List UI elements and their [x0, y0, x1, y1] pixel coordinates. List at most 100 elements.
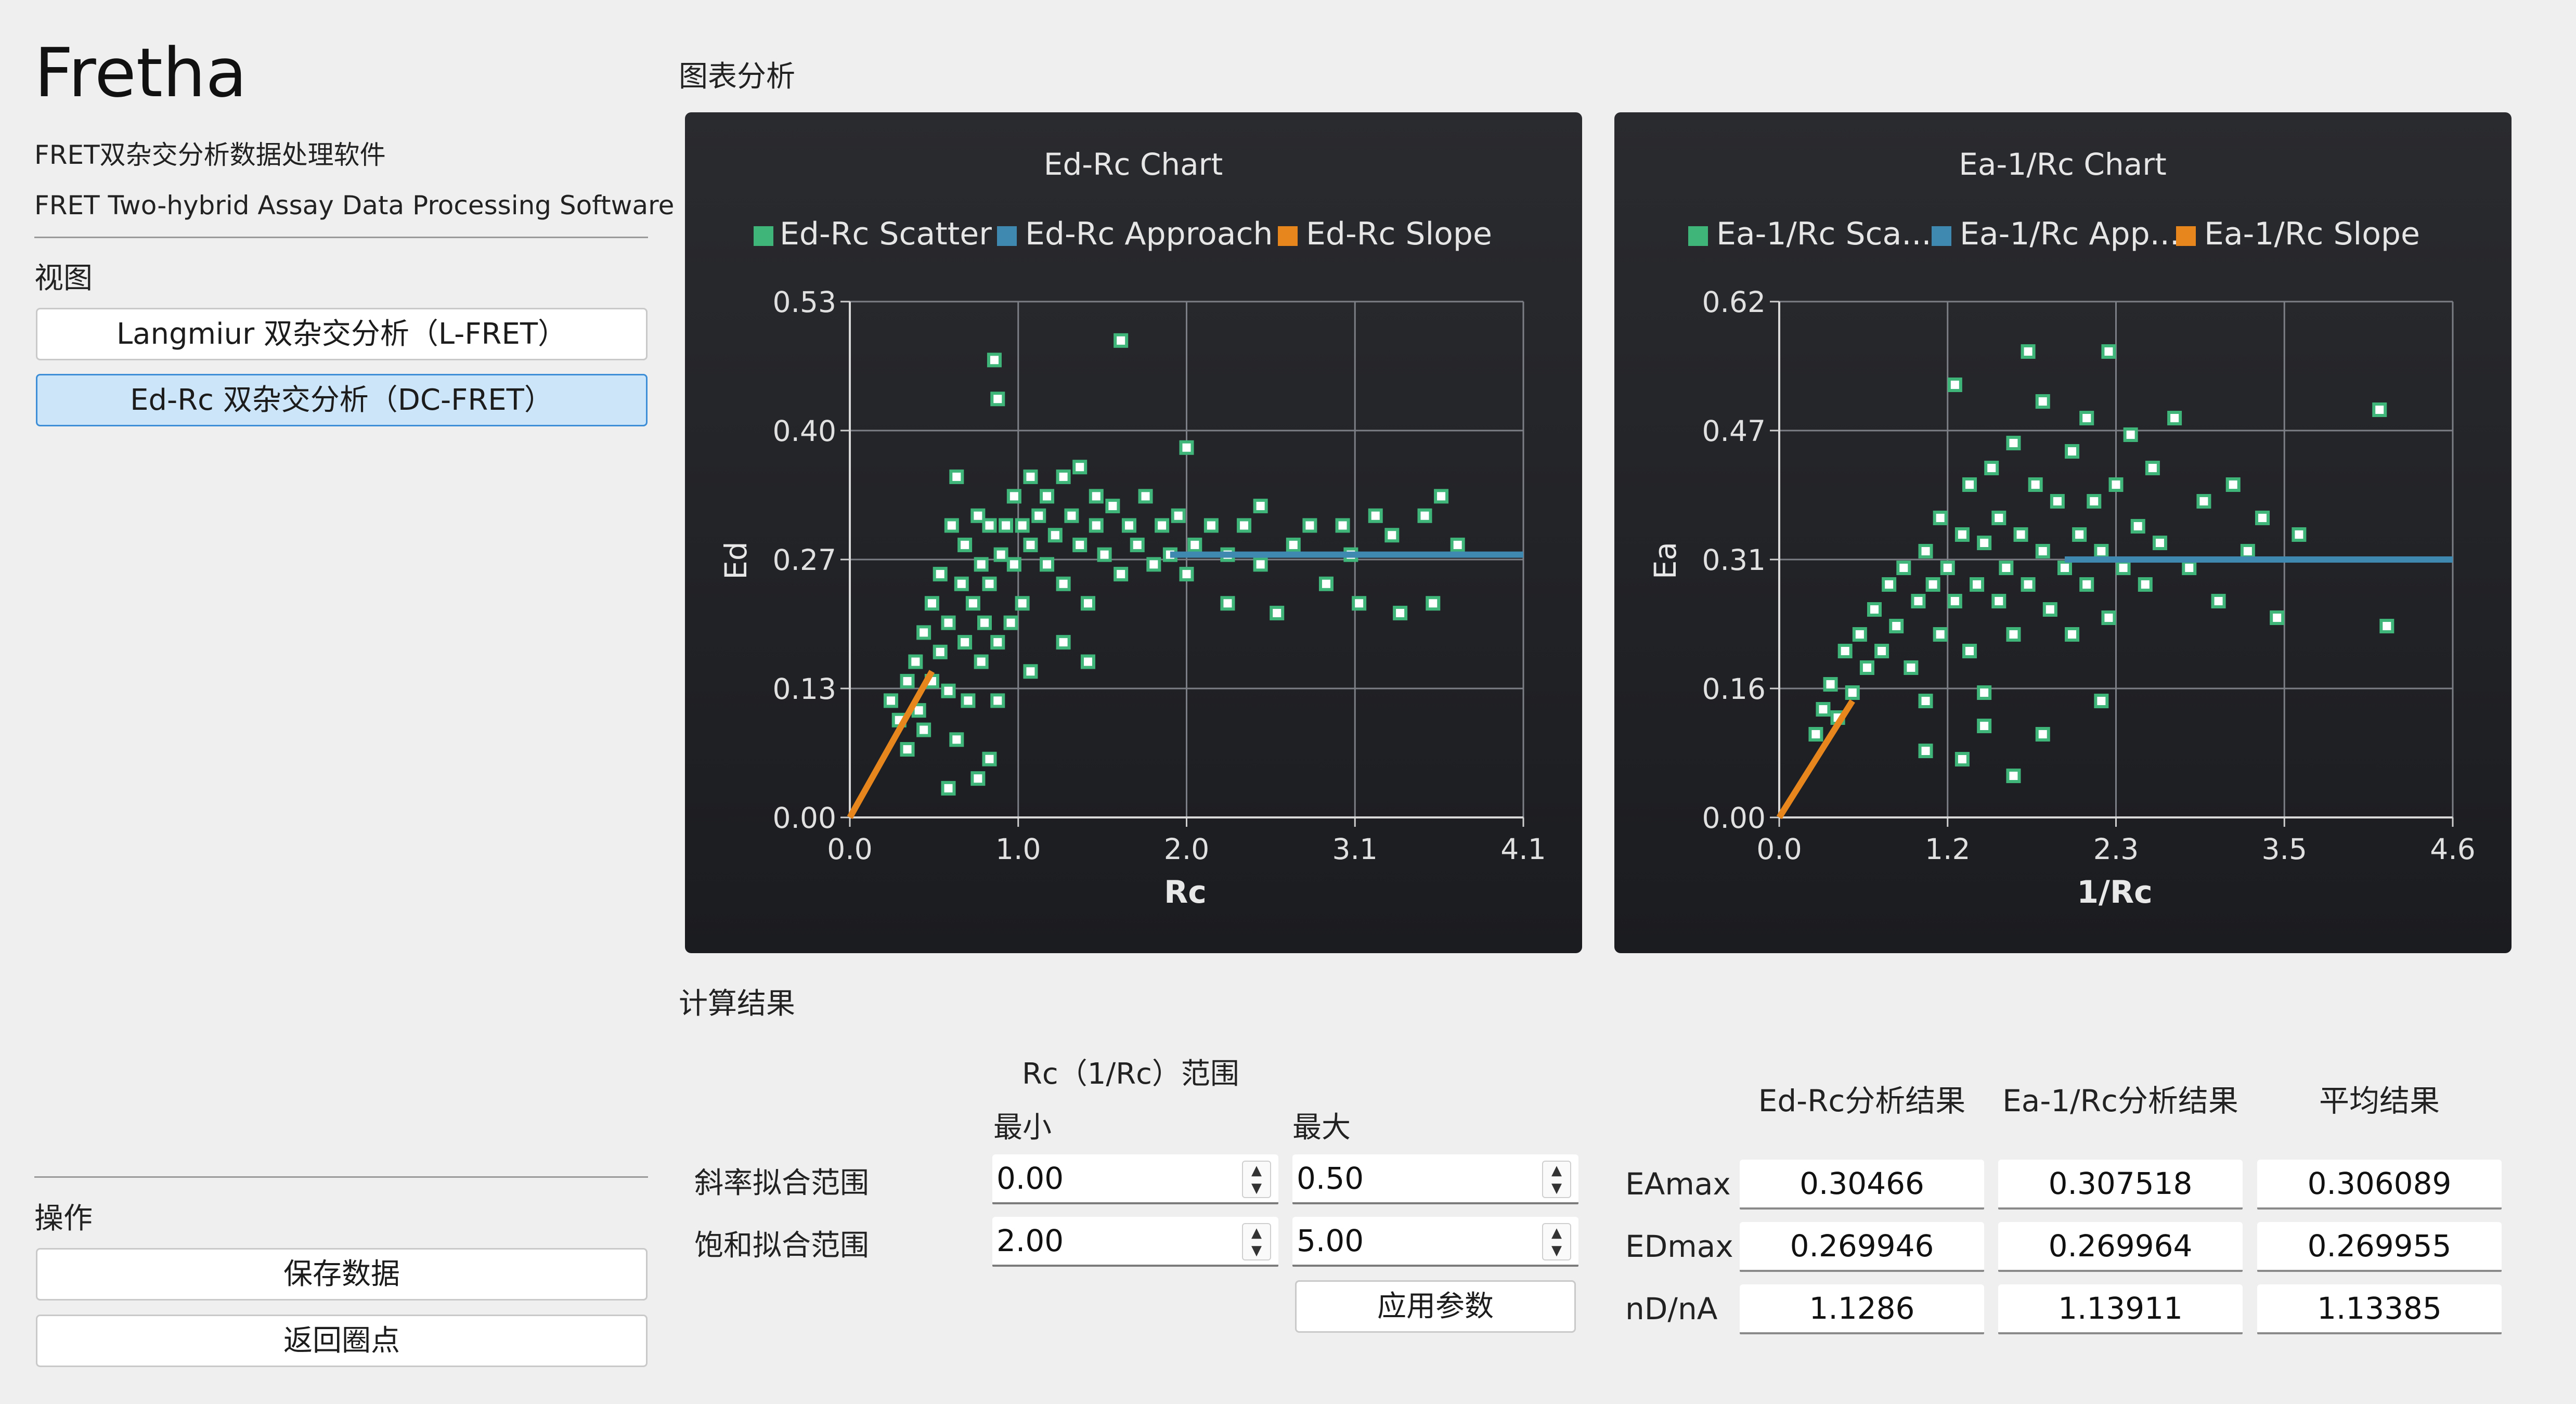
back-to-selection-button[interactable]: 返回圈点 — [36, 1315, 648, 1367]
spin-down-icon[interactable]: ▼ — [1251, 1243, 1262, 1258]
scatter-point — [2225, 477, 2241, 492]
scatter-point — [941, 781, 956, 796]
scatter-point — [1977, 719, 1992, 733]
chart-marks — [847, 333, 1523, 819]
x-tick-label: 1.0 — [995, 833, 1041, 866]
spin-down-icon[interactable]: ▼ — [1251, 1180, 1262, 1196]
scatter-point — [924, 596, 939, 611]
slope-max-spinbox[interactable]: ▲ ▼ — [1292, 1154, 1578, 1204]
spin-down-icon[interactable]: ▼ — [1551, 1243, 1562, 1258]
spin-arrows[interactable]: ▲ ▼ — [1242, 1223, 1271, 1260]
scatter-point — [965, 596, 980, 611]
scatter-point — [1318, 576, 1334, 591]
spin-up-icon[interactable]: ▲ — [1551, 1225, 1562, 1241]
scatter-point — [2035, 544, 2050, 558]
saturation-max-spinbox[interactable]: ▲ ▼ — [1292, 1217, 1578, 1267]
scatter-point — [1015, 596, 1030, 611]
view-button-dc-fret[interactable]: Ed-Rc 双杂交分析（DC-FRET） — [36, 374, 648, 426]
view-button-l-fret[interactable]: Langmiur 双杂交分析（L-FRET） — [36, 308, 648, 360]
scatter-point — [2079, 577, 2094, 592]
scatter-point — [1031, 508, 1046, 523]
scatter-point — [2211, 594, 2226, 608]
spin-arrows[interactable]: ▲ ▼ — [1242, 1161, 1271, 1198]
scatter-point — [1179, 440, 1194, 455]
apply-params-button[interactable]: 应用参数 — [1295, 1280, 1576, 1333]
scatter-point — [2035, 727, 2050, 742]
scatter-point — [1918, 744, 1933, 758]
legend-swatch-slope — [1278, 226, 1298, 246]
spin-arrows[interactable]: ▲ ▼ — [1542, 1223, 1571, 1260]
scatter-point — [990, 635, 1005, 650]
x-tick-label: 4.1 — [1500, 833, 1546, 866]
scatter-point — [1040, 557, 1055, 572]
scatter-point — [2379, 619, 2394, 633]
scatter-point — [954, 576, 969, 591]
scatter-point — [2042, 602, 2057, 617]
scatter-point — [1845, 685, 1860, 700]
scatter-point — [949, 469, 964, 484]
scatter-point — [2101, 344, 2116, 359]
scatter-point — [982, 576, 997, 591]
chart-section-label: 图表分析 — [679, 60, 795, 94]
scatter-point — [1434, 489, 1449, 504]
legend-swatch-approach — [1932, 226, 1951, 246]
save-data-button[interactable]: 保存数据 — [36, 1248, 648, 1301]
saturation-min-spinbox[interactable]: ▲ ▼ — [992, 1217, 1278, 1267]
scatter-point — [1933, 511, 1948, 525]
spin-arrows[interactable]: ▲ ▼ — [1542, 1161, 1571, 1198]
slope-min-input[interactable] — [992, 1154, 1237, 1202]
scatter-point — [1203, 518, 1219, 533]
result-row-label-nd-na: nD/nA — [1625, 1291, 1718, 1327]
scatter-point — [2270, 610, 2285, 625]
saturation-max-input[interactable] — [1292, 1217, 1537, 1265]
result-edmax-average: 0.269955 — [2257, 1222, 2502, 1272]
app-subtitle-cn: FRET双杂交分析数据处理软件 — [34, 140, 386, 170]
sidebar-divider — [34, 237, 648, 238]
y-tick-label: 0.62 — [1702, 285, 1766, 319]
scatter-point — [1977, 536, 1992, 550]
scatter-point — [933, 644, 948, 659]
saturation-min-input[interactable] — [992, 1217, 1237, 1265]
y-tick-label: 0.40 — [773, 414, 836, 448]
spin-up-icon[interactable]: ▲ — [1551, 1163, 1562, 1178]
scatter-point — [1954, 752, 1970, 766]
y-tick-label: 0.13 — [773, 672, 836, 706]
chart-grid — [1770, 301, 2454, 827]
spin-down-icon[interactable]: ▼ — [1551, 1180, 1562, 1196]
slope-min-spinbox[interactable]: ▲ ▼ — [992, 1154, 1278, 1204]
scatter-point — [2094, 544, 2109, 558]
y-tick-label: 0.47 — [1702, 414, 1766, 448]
scatter-point — [2101, 610, 2116, 625]
scatter-point — [2372, 402, 2387, 417]
result-eamax-ea-1rc: 0.307518 — [1998, 1160, 2243, 1210]
scatter-point — [1918, 544, 1933, 558]
x-ticks: 0.0 1.2 2.3 3.5 4.6 — [1756, 833, 2475, 866]
min-label: 最小 — [993, 1111, 1052, 1145]
legend-swatch-scatter — [754, 226, 773, 246]
spin-up-icon[interactable]: ▲ — [1251, 1225, 1262, 1241]
scatter-point — [1984, 461, 1999, 475]
scatter-point — [2094, 694, 2109, 708]
scatter-point — [1179, 567, 1194, 582]
ops-divider — [34, 1176, 648, 1178]
scatter-point — [1286, 537, 1301, 552]
scatter-point — [1954, 527, 1970, 542]
x-tick-label: 4.6 — [2430, 833, 2475, 866]
chart-title: Ed-Rc Chart — [1044, 147, 1223, 182]
x-ticks: 0.0 1.0 2.0 3.1 4.1 — [827, 833, 1546, 866]
slope-max-input[interactable] — [1292, 1154, 1537, 1202]
scatter-point — [1080, 654, 1095, 669]
scatter-point — [1852, 627, 1867, 642]
scatter-point — [883, 693, 898, 708]
x-axis-title: 1/Rc — [2077, 874, 2152, 911]
scatter-point — [1816, 702, 1831, 717]
scatter-point — [1925, 577, 1940, 592]
scatter-point — [2028, 477, 2043, 492]
scatter-point — [900, 673, 915, 688]
spin-up-icon[interactable]: ▲ — [1251, 1163, 1262, 1178]
scatter-point — [1072, 537, 1088, 552]
max-label: 最大 — [1292, 1111, 1351, 1145]
scatter-point — [2130, 519, 2145, 534]
scatter-point — [2182, 561, 2197, 575]
scatter-point — [2087, 494, 2102, 509]
